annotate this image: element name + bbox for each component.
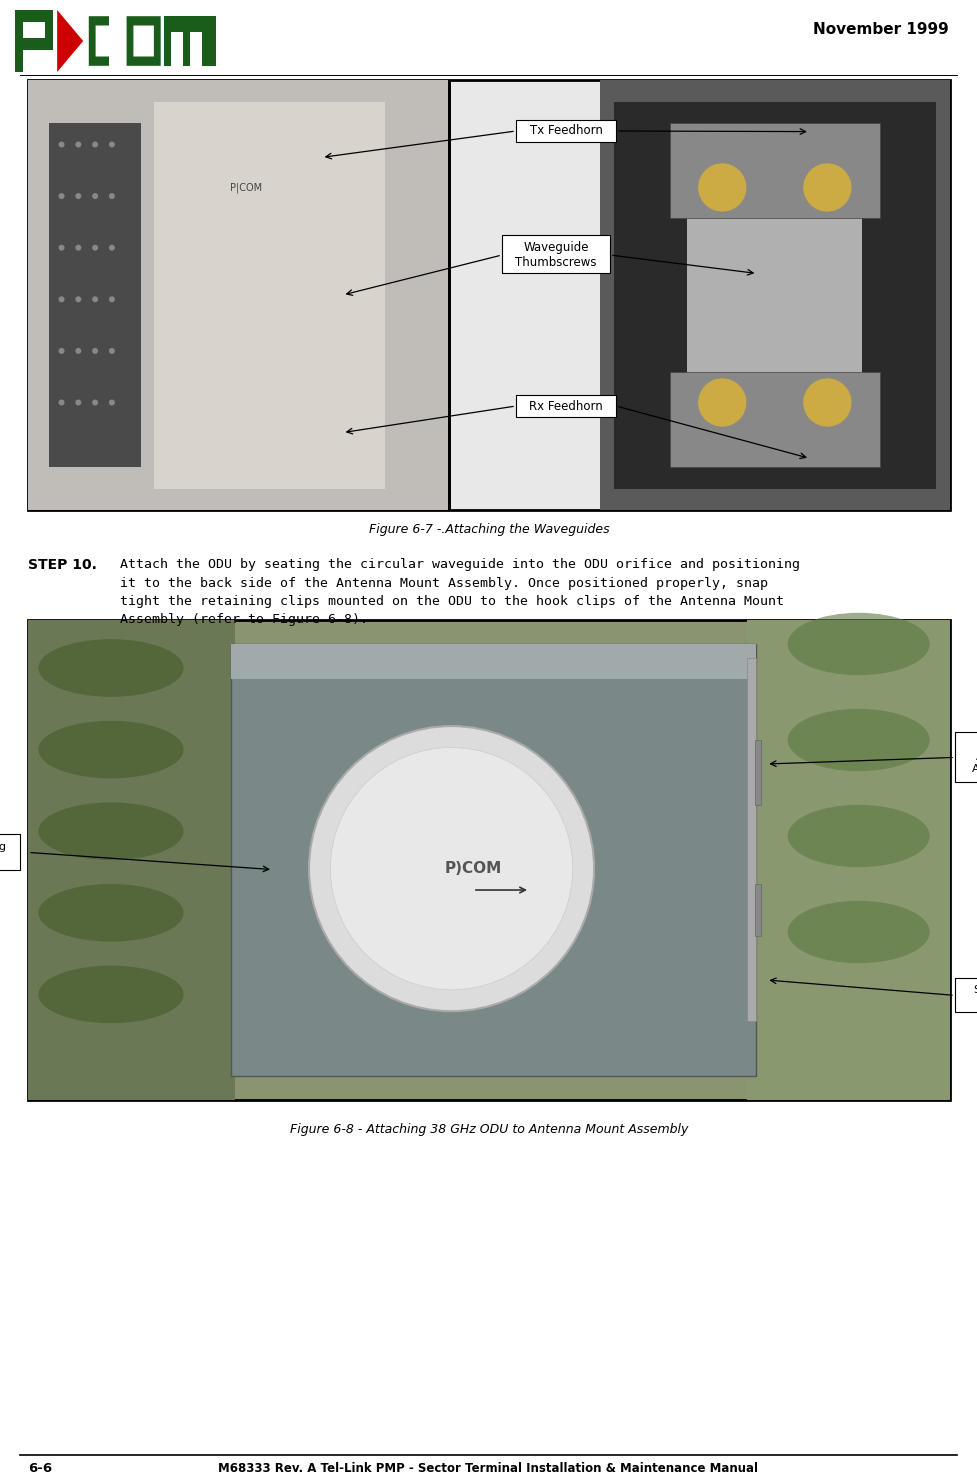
Circle shape	[59, 348, 64, 354]
Text: Waveguide
Thumbscrews: Waveguide Thumbscrews	[515, 242, 597, 270]
Circle shape	[92, 296, 98, 302]
FancyBboxPatch shape	[96, 25, 126, 56]
Bar	[600, 80, 950, 510]
Bar	[614, 101, 936, 489]
Bar	[109, 16, 125, 65]
Ellipse shape	[38, 720, 184, 778]
Text: November 1999: November 1999	[813, 22, 949, 37]
Bar	[687, 145, 863, 446]
Circle shape	[92, 400, 98, 406]
Bar	[15, 39, 54, 50]
Bar	[447, 80, 450, 510]
Text: Figure 6-8 - Attaching 38 GHz ODU to Antenna Mount Assembly: Figure 6-8 - Attaching 38 GHz ODU to Ant…	[290, 1123, 688, 1137]
Circle shape	[108, 193, 115, 199]
Circle shape	[803, 163, 852, 212]
Circle shape	[330, 747, 573, 990]
Circle shape	[75, 193, 81, 199]
Ellipse shape	[38, 639, 184, 697]
Text: Figure 6-7 -.Attaching the Waveguides: Figure 6-7 -.Attaching the Waveguides	[368, 523, 610, 536]
Circle shape	[59, 193, 64, 199]
FancyBboxPatch shape	[127, 16, 160, 65]
Text: P)COM: P)COM	[445, 861, 501, 876]
Bar	[955, 978, 977, 1012]
FancyBboxPatch shape	[89, 16, 123, 65]
Bar	[231, 645, 756, 1076]
Circle shape	[108, 141, 115, 148]
Bar	[747, 619, 950, 1100]
Circle shape	[75, 400, 81, 406]
Circle shape	[108, 400, 115, 406]
Circle shape	[92, 193, 98, 199]
Text: 6-6: 6-6	[28, 1461, 52, 1475]
Text: P|COM: P|COM	[230, 182, 262, 193]
Text: Sector
ODU: Sector ODU	[973, 984, 977, 1006]
Circle shape	[698, 163, 746, 212]
Circle shape	[75, 296, 81, 302]
Bar	[15, 10, 54, 22]
Text: M68333 Rev. A Tel-Link PMP - Sector Terminal Installation & Maintenance Manual: M68333 Rev. A Tel-Link PMP - Sector Term…	[219, 1461, 758, 1475]
Ellipse shape	[787, 708, 930, 771]
Bar	[231, 645, 756, 679]
Bar	[669, 123, 880, 218]
Bar	[516, 120, 616, 142]
Bar	[153, 101, 385, 489]
Ellipse shape	[38, 883, 184, 941]
Bar	[516, 396, 616, 416]
Text: Rx Feedhorn: Rx Feedhorn	[530, 400, 603, 412]
Bar	[28, 619, 235, 1100]
Circle shape	[59, 245, 64, 250]
Bar	[669, 372, 880, 467]
Bar	[28, 80, 950, 510]
Bar	[502, 236, 610, 273]
Bar	[164, 16, 216, 65]
Circle shape	[59, 400, 64, 406]
Circle shape	[108, 348, 115, 354]
Circle shape	[59, 141, 64, 148]
Text: STEP 10.: STEP 10.	[28, 559, 97, 572]
FancyBboxPatch shape	[134, 25, 154, 56]
Bar	[15, 10, 23, 73]
Circle shape	[75, 348, 81, 354]
Bar	[955, 732, 977, 782]
Bar	[171, 31, 183, 65]
Bar	[755, 883, 761, 935]
Circle shape	[75, 141, 81, 148]
Circle shape	[698, 378, 746, 427]
Circle shape	[59, 296, 64, 302]
Bar	[49, 123, 142, 467]
Bar	[755, 740, 761, 805]
Circle shape	[108, 296, 115, 302]
Text: Attach the ODU by seating the circular waveguide into the ODU orifice and positi: Attach the ODU by seating the circular w…	[120, 559, 800, 627]
Ellipse shape	[38, 966, 184, 1023]
Text: Tx Feedhorn: Tx Feedhorn	[530, 124, 603, 138]
Circle shape	[309, 726, 594, 1011]
Polygon shape	[58, 10, 83, 73]
Bar	[28, 619, 950, 1100]
Ellipse shape	[787, 612, 930, 676]
Bar	[45, 10, 54, 50]
Bar	[0, 834, 20, 870]
Circle shape	[75, 245, 81, 250]
Circle shape	[92, 245, 98, 250]
Text: Retaining
Clips: Retaining Clips	[0, 842, 7, 863]
Circle shape	[92, 141, 98, 148]
Text: 38 GHz
Antenna
Assembly: 38 GHz Antenna Assembly	[972, 741, 977, 774]
Circle shape	[803, 378, 852, 427]
Bar	[28, 80, 447, 510]
Bar	[747, 658, 756, 1021]
Ellipse shape	[38, 802, 184, 860]
Ellipse shape	[787, 901, 930, 963]
Circle shape	[108, 245, 115, 250]
Circle shape	[92, 348, 98, 354]
Bar	[190, 31, 202, 65]
Ellipse shape	[787, 805, 930, 867]
